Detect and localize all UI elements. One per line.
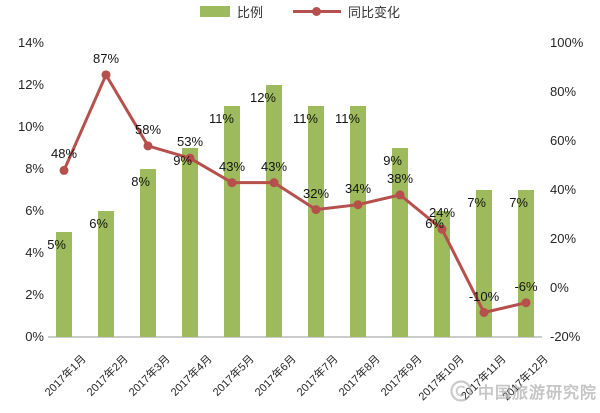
bar-value-label: 7% — [467, 195, 486, 210]
left-axis-tick: 10% — [17, 119, 44, 134]
line-marker-icon — [395, 190, 405, 200]
line-value-label: 43% — [218, 158, 246, 174]
line-value-label: 58% — [134, 121, 162, 137]
right-axis-tick: 60% — [550, 133, 577, 148]
left-axis-tick: 8% — [25, 161, 44, 176]
bar-2017年12月 — [518, 190, 534, 337]
right-axis-tick: 40% — [550, 182, 577, 197]
bar-2017年7月 — [308, 106, 324, 337]
right-axis-tick: 20% — [550, 231, 577, 246]
line-marker-icon — [353, 200, 363, 210]
left-axis-tick: 0% — [25, 329, 44, 344]
line-value-label: 24% — [428, 205, 456, 221]
line-value-label: -6% — [514, 278, 538, 294]
line-value-label: 43% — [260, 158, 288, 174]
line-marker-icon — [312, 6, 321, 16]
left-axis-tick: 6% — [25, 203, 44, 218]
left-axis-tick: 14% — [17, 35, 44, 50]
line-value-label: 32% — [302, 185, 330, 201]
line-marker-icon — [143, 141, 153, 151]
bar-2017年11月 — [476, 190, 492, 337]
line-value-label: 34% — [344, 180, 372, 196]
right-axis-tick: 100% — [550, 35, 584, 50]
line-value-label: 53% — [176, 134, 204, 150]
right-axis-tick: -20% — [550, 329, 581, 344]
bar-2017年1月 — [56, 232, 72, 337]
line-value-label: 38% — [386, 170, 414, 186]
bar-value-label: 6% — [425, 216, 444, 231]
line-marker-icon — [59, 165, 69, 175]
bar-2017年3月 — [140, 169, 156, 337]
bar-swatch-icon — [199, 5, 230, 17]
bar-2017年6月 — [266, 85, 282, 337]
bar-value-label: 11% — [208, 111, 234, 126]
line-value-label: 87% — [92, 50, 120, 66]
bar-value-label: 11% — [292, 111, 318, 126]
yoy-line — [59, 70, 531, 317]
line-marker-icon — [437, 224, 447, 234]
left-axis-tick: 4% — [25, 245, 44, 260]
right-axis-tick: 0% — [550, 280, 569, 295]
legend-item-ratio: 比例 — [199, 2, 263, 21]
bar-2017年8月 — [350, 106, 366, 337]
left-axis-tick: 2% — [25, 287, 44, 302]
line-marker-icon — [101, 70, 111, 80]
line-path — [62, 71, 527, 315]
line-swatch-icon — [293, 6, 341, 16]
bar-value-label: 9% — [173, 153, 192, 168]
legend-ratio-label: 比例 — [236, 4, 263, 20]
bar-value-label: 12% — [249, 90, 276, 105]
legend: 比例 同比变化 — [0, 0, 600, 22]
line-value-label: 48% — [50, 146, 78, 162]
bar-2017年10月 — [434, 211, 450, 337]
line-marker-icon — [227, 178, 237, 188]
bar-2017年4月 — [182, 148, 198, 337]
right-axis-tick: 80% — [550, 84, 577, 99]
line-value-label: -10% — [468, 288, 500, 304]
bar-value-label: 7% — [509, 195, 528, 210]
bar-value-label: 5% — [47, 237, 66, 252]
left-axis-tick: 12% — [17, 77, 44, 92]
line-marker-icon — [479, 308, 489, 317]
plot-area: 5% 6% 8% 9% 11% 12% 11% 11% 9% 6% 7% 7% 48% 87% 58% 53%… — [47, 43, 542, 338]
legend-yoy-label: 同比变化 — [348, 4, 401, 20]
bar-value-label: 11% — [334, 111, 360, 126]
line-marker-icon — [311, 205, 321, 215]
bar-2017年2月 — [98, 211, 114, 337]
line-marker-icon — [521, 298, 531, 308]
bar-value-label: 8% — [131, 174, 150, 189]
line-marker-icon — [185, 153, 195, 163]
bar-value-label: 9% — [383, 153, 402, 168]
bar-value-label: 6% — [89, 216, 108, 231]
bar-2017年5月 — [224, 106, 240, 337]
line-marker-icon — [269, 178, 279, 188]
x-axis-line — [48, 336, 542, 338]
legend-item-yoy: 同比变化 — [293, 2, 400, 21]
